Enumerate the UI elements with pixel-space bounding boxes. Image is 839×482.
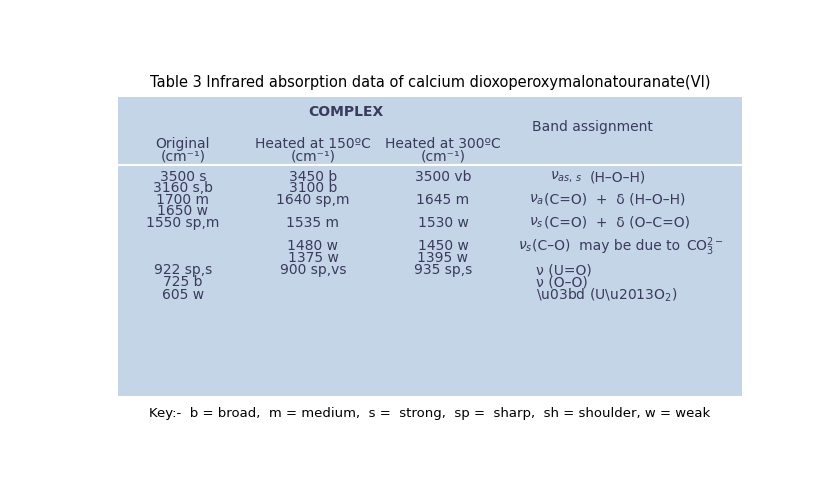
Text: 900 sp,vs: 900 sp,vs <box>279 263 347 277</box>
Text: 725 b: 725 b <box>163 275 203 289</box>
Text: \u03bd (U\u2013O$_2$): \u03bd (U\u2013O$_2$) <box>536 287 677 304</box>
Text: COMPLEX: COMPLEX <box>308 105 383 119</box>
Text: 605 w: 605 w <box>162 288 204 302</box>
Text: Original: Original <box>156 137 210 151</box>
Text: (cm⁻¹): (cm⁻¹) <box>160 149 206 163</box>
Text: 3500 vb: 3500 vb <box>414 170 472 184</box>
Text: 1700 m: 1700 m <box>156 193 210 207</box>
Text: (C=O)  +  δ (H–O–H): (C=O) + δ (H–O–H) <box>544 193 685 207</box>
Text: 1450 w: 1450 w <box>418 240 468 254</box>
FancyBboxPatch shape <box>117 97 742 396</box>
Text: $\nu_{a}$: $\nu_{a}$ <box>529 192 545 207</box>
Text: 1530 w: 1530 w <box>418 216 468 230</box>
Text: $\nu_{as,\,s}$: $\nu_{as,\,s}$ <box>550 170 582 185</box>
Text: Heated at 300ºC: Heated at 300ºC <box>385 137 501 151</box>
Text: 3100 b: 3100 b <box>289 182 337 196</box>
Text: 1375 w: 1375 w <box>288 251 338 265</box>
Text: $\nu_{s}$: $\nu_{s}$ <box>518 239 533 254</box>
Text: 922 sp,s: 922 sp,s <box>154 263 212 277</box>
Text: 935 sp,s: 935 sp,s <box>414 263 472 277</box>
Text: 1535 m: 1535 m <box>286 216 340 230</box>
Text: 3160 s,b: 3160 s,b <box>153 182 213 196</box>
Text: Key:-  b = broad,  m = medium,  s =  strong,  sp =  sharp,  sh = shoulder, w = w: Key:- b = broad, m = medium, s = strong,… <box>149 407 711 420</box>
Text: (C=O)  +  δ (O–C=O): (C=O) + δ (O–C=O) <box>544 216 690 230</box>
Text: 1395 w: 1395 w <box>418 251 468 265</box>
Text: Heated at 150ºC: Heated at 150ºC <box>255 137 371 151</box>
Text: 1645 m: 1645 m <box>416 193 470 207</box>
Text: (cm⁻¹): (cm⁻¹) <box>290 149 336 163</box>
Text: ν (U=O): ν (U=O) <box>536 263 591 277</box>
Text: 3500 s: 3500 s <box>159 170 206 184</box>
Text: 1550 sp,m: 1550 sp,m <box>146 216 220 230</box>
Text: Band assignment: Band assignment <box>532 120 653 134</box>
Text: (cm⁻¹): (cm⁻¹) <box>420 149 466 163</box>
Text: Table 3 Infrared absorption data of calcium dioxoperoxymalonatouranate(VI): Table 3 Infrared absorption data of calc… <box>149 75 711 90</box>
Text: CO$_3^{2-}$: CO$_3^{2-}$ <box>685 235 723 258</box>
Text: 1640 sp,m: 1640 sp,m <box>276 193 350 207</box>
Text: 1480 w: 1480 w <box>288 240 338 254</box>
Text: 1650 w: 1650 w <box>158 204 208 218</box>
Text: (C–O)  may be due to: (C–O) may be due to <box>532 240 680 254</box>
Text: $\nu_{s}$: $\nu_{s}$ <box>529 216 545 230</box>
Text: (H–O–H): (H–O–H) <box>589 170 645 184</box>
Text: ν (O–O): ν (O–O) <box>536 275 588 289</box>
Text: 3450 b: 3450 b <box>289 170 337 184</box>
